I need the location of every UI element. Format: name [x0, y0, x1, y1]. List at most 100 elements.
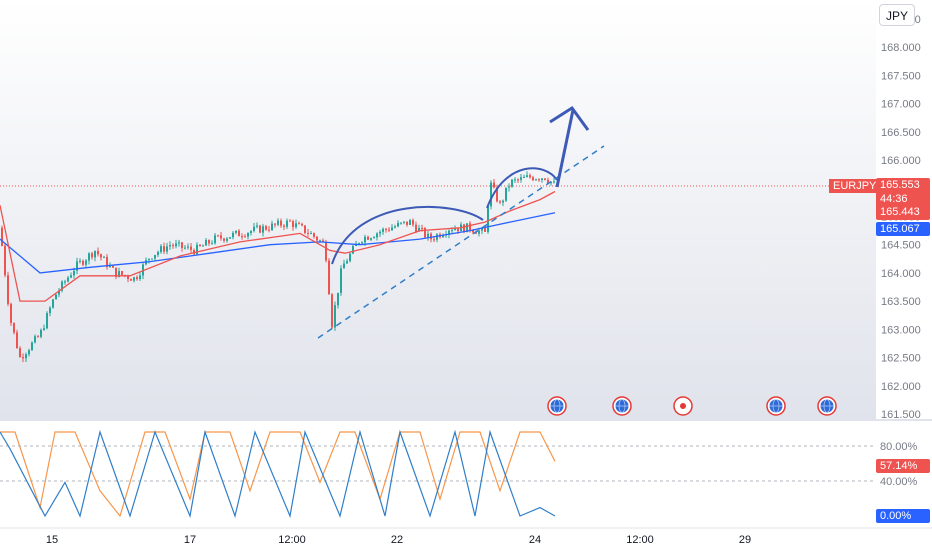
- candle-body: [535, 179, 537, 181]
- candle-body: [43, 328, 45, 330]
- candle-body: [316, 236, 318, 241]
- breakout-arrow-shaft: [555, 109, 575, 188]
- candle-body: [421, 227, 423, 229]
- candle-body: [127, 275, 129, 280]
- candle-body: [148, 258, 150, 261]
- oscillator-value-primary: 57.14%: [876, 459, 930, 473]
- candle-body: [409, 220, 411, 225]
- y-tick-label: 167.000: [881, 99, 921, 111]
- candle-body: [118, 271, 120, 277]
- candle-body: [268, 229, 270, 231]
- candle-body: [403, 221, 405, 223]
- candle-body: [463, 224, 465, 233]
- candle-body: [163, 246, 165, 252]
- candle-body: [217, 235, 219, 237]
- currency-button[interactable]: JPY: [879, 4, 915, 26]
- breakout-arrow-head: [549, 105, 590, 131]
- earth-icon[interactable]: [766, 396, 786, 416]
- candle-body: [211, 243, 213, 245]
- candle-body: [364, 236, 366, 243]
- candle-body: [40, 329, 42, 337]
- earth-icon[interactable]: [817, 396, 837, 416]
- candle-body: [112, 265, 114, 268]
- candle-body: [25, 354, 27, 359]
- candle-body: [178, 242, 180, 244]
- candle-body: [472, 230, 474, 233]
- candle-body: [82, 260, 84, 265]
- candle-body: [517, 179, 519, 181]
- candle-body: [328, 260, 330, 295]
- candle-body: [61, 281, 63, 291]
- y-tick-label: 163.000: [881, 324, 921, 336]
- last-price-value: 165.553: [880, 179, 920, 191]
- candle-body: [466, 223, 468, 233]
- candle-body: [205, 240, 207, 246]
- x-tick-label: 15: [46, 534, 58, 546]
- cup-arc-1: [331, 205, 484, 265]
- candle-body: [244, 236, 246, 238]
- ma-fast-line: [0, 190, 556, 302]
- candle-body: [199, 244, 201, 246]
- candle-body: [427, 233, 429, 238]
- candle-body: [337, 292, 339, 306]
- ma-slow-line: [0, 212, 556, 274]
- candle-body: [361, 242, 363, 244]
- candle-body: [541, 178, 543, 181]
- candle-body: [448, 230, 450, 235]
- candle-body: [169, 245, 171, 247]
- candle-body: [265, 226, 267, 230]
- candle-body: [475, 232, 477, 234]
- cup-arc-2: [486, 167, 558, 209]
- candle-body: [91, 253, 93, 258]
- candle-body: [277, 220, 279, 225]
- candle-body: [529, 175, 531, 178]
- candle-body: [10, 303, 12, 323]
- earth-icon[interactable]: [547, 396, 567, 416]
- candle-body: [136, 277, 138, 280]
- candle-body: [370, 238, 372, 240]
- y-tick-label: 168.000: [881, 42, 921, 54]
- x-tick-label: 12:00: [278, 534, 306, 546]
- candle-body: [520, 177, 522, 180]
- candle-body: [412, 220, 414, 225]
- candle-body: [259, 225, 261, 233]
- oscillator-levels: [0, 445, 876, 482]
- candle-body: [325, 241, 327, 261]
- candle-body: [253, 226, 255, 232]
- price-pane-background: [0, 0, 876, 419]
- candle-body: [172, 245, 174, 247]
- candle-body: [271, 223, 273, 230]
- event-icons[interactable]: [547, 396, 837, 416]
- ma-slow-badge: 165.067: [876, 222, 930, 236]
- candle-body: [382, 228, 384, 232]
- candle-body: [4, 245, 6, 276]
- candle-body: [28, 350, 30, 355]
- candle-body: [346, 261, 348, 264]
- candle-body: [103, 256, 105, 258]
- candle-body: [478, 230, 480, 234]
- candle-body: [13, 322, 15, 333]
- earth-icon[interactable]: [612, 396, 632, 416]
- candle-body: [1, 227, 3, 246]
- pattern-annotations: [317, 105, 605, 339]
- candle-body: [298, 223, 300, 225]
- last-price-panel: 165.553 44:36 165.443: [876, 178, 930, 220]
- candle-body: [175, 243, 177, 247]
- y-tick-label: 162.000: [881, 381, 921, 393]
- candle-body: [151, 258, 153, 260]
- candle-body: [67, 277, 69, 282]
- red-dot-icon[interactable]: [673, 396, 693, 416]
- candle-body: [274, 223, 276, 225]
- candle-body: [154, 254, 156, 259]
- candle-body: [22, 357, 24, 359]
- candle-body: [223, 238, 225, 241]
- candle-body: [295, 223, 297, 228]
- candle-body: [184, 247, 186, 249]
- candle-body: [331, 294, 333, 328]
- trend-line: [317, 145, 605, 339]
- y-tick-label: 166.500: [881, 127, 921, 139]
- candle-body: [58, 290, 60, 295]
- candle-body: [550, 181, 552, 184]
